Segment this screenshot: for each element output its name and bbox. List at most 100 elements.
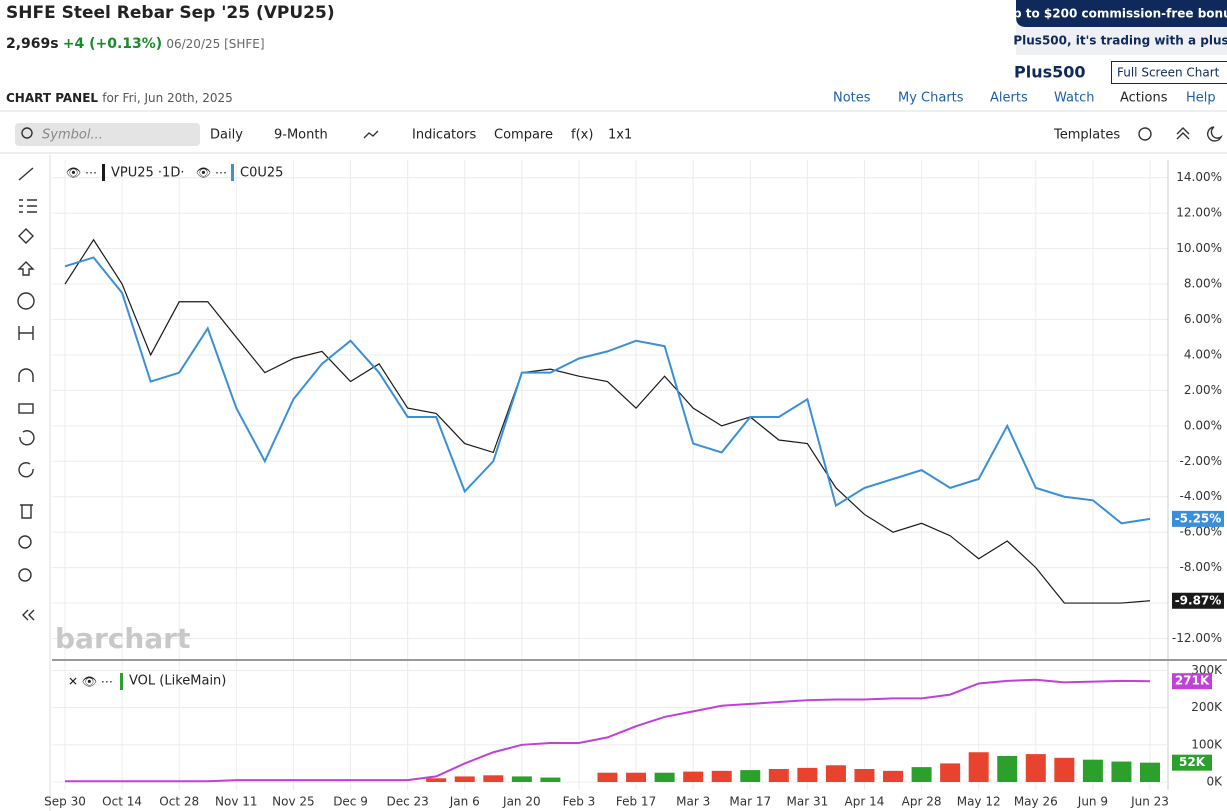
series-line [64, 238, 1151, 604]
volume-bar [911, 767, 932, 782]
tool-arrow[interactable] [17, 261, 35, 276]
promo-tagline: Plus500, it's trading with a plus [1013, 34, 1227, 48]
last-value-box [1172, 592, 1224, 609]
volume-title[interactable]: VOL (LikeMain) [129, 674, 226, 689]
price: 2,969s [6, 36, 59, 52]
y-tick-label: -8.00% [1180, 560, 1222, 574]
fullscreen-button[interactable] [1111, 61, 1227, 84]
tool-note[interactable] [17, 292, 35, 310]
x-tick-label: May 26 [1014, 795, 1058, 809]
title: SHFE Steel Rebar Sep '25 (VPU25) [6, 3, 335, 23]
toolbar-item[interactable]: f(x) [571, 128, 593, 143]
toolbar-item[interactable]: 9-Month [274, 128, 328, 143]
panel-links: Notes My Charts Alerts Watch Actions Help [833, 91, 1216, 106]
tool-delete[interactable] [20, 504, 33, 519]
y-tick-label: 200K [1191, 700, 1223, 714]
x-tick-label: Jun 23 [1130, 795, 1169, 809]
x-tick-label: Mar 3 [676, 795, 710, 809]
search-box[interactable] [15, 123, 200, 146]
search-icon [21, 127, 33, 139]
panel-link[interactable]: My Charts [898, 91, 964, 106]
x-tick-label: May 12 [957, 795, 1001, 809]
tool-lock[interactable] [18, 403, 34, 414]
volume-bar [1025, 754, 1046, 782]
tool-measure[interactable] [18, 326, 34, 340]
volume-bar [883, 770, 904, 782]
legend-eye: 👁 ⋯ [66, 166, 97, 180]
panel-link[interactable]: Watch [1054, 91, 1094, 106]
last-value-label: 271K [1175, 674, 1210, 688]
logo: Plus500 [1014, 63, 1086, 82]
tool-magnet[interactable] [18, 368, 34, 382]
legend-entry[interactable]: C0U25 [240, 166, 283, 181]
panel-link[interactable]: Alerts [990, 91, 1028, 106]
last-value-label: -5.25% [1175, 511, 1222, 525]
search-placeholder: Symbol... [42, 128, 103, 143]
x-tick-label: Oct 28 [159, 795, 199, 809]
templates[interactable]: Templates [1053, 128, 1120, 143]
panel-link[interactable]: Actions [1120, 91, 1168, 106]
toolbar-item[interactable]: Indicators [412, 128, 476, 143]
y-tick-label: 8.00% [1184, 277, 1222, 291]
x-tick-label: Mar 31 [787, 795, 829, 809]
legend-entry[interactable]: VPU25 ·1D· [111, 166, 184, 181]
volume-bar [968, 752, 989, 782]
panel-link[interactable]: Help [1186, 91, 1216, 106]
volume-line [65, 678, 1151, 783]
panel-line: CHART PANEL for Fri, Jun 20th, 2025 [6, 91, 233, 106]
volume-bar [711, 770, 732, 782]
volume-bar [1054, 757, 1075, 782]
x-tick-label: Jun 9 [1077, 795, 1108, 809]
tool-collapse[interactable] [22, 609, 35, 621]
panel-link[interactable]: Notes [833, 91, 871, 106]
toolbar-item[interactable]: 1x1 [608, 128, 632, 143]
x-tick-label: Nov 25 [272, 795, 315, 809]
settings-icon[interactable] [1138, 127, 1152, 141]
x-tick-label: Mar 17 [729, 795, 771, 809]
toolbar-item[interactable]: Compare [494, 128, 553, 143]
plot: Sep 30 Oct 14 Oct 28 Nov 11 Nov 25 Dec 9 Dec 2… [44, 160, 1227, 809]
y-tick-label: -4.00% [1180, 489, 1222, 503]
promo-banner [1016, 0, 1227, 27]
tool-line[interactable] [18, 167, 34, 181]
tool-zoom-in[interactable] [18, 535, 32, 549]
x-tick-label: Oct 14 [102, 795, 142, 809]
y-tick-label: 14.00% [1176, 170, 1222, 184]
watermark: barchart [55, 622, 190, 655]
tool-fib[interactable] [19, 199, 37, 213]
tool-undo[interactable] [19, 430, 35, 446]
volume-bar [597, 772, 618, 782]
volume-bar [511, 776, 532, 782]
y-tick-label: 4.00% [1184, 347, 1222, 361]
y-tick-label: 6.00% [1184, 312, 1222, 326]
last-value-box [1172, 510, 1224, 527]
x-tick-label: Jan 20 [502, 795, 541, 809]
collapse-icon[interactable] [1176, 127, 1190, 140]
legend-swatch [231, 164, 234, 181]
y-tick-label: 0.00% [1184, 418, 1222, 432]
volume-bar [1140, 762, 1160, 782]
promo-headline: Up to $200 commission-free bonus [1003, 7, 1227, 21]
x-tick-label: Apr 28 [902, 795, 942, 809]
tool-zoom-out[interactable] [18, 568, 32, 582]
volume-bar [940, 763, 961, 782]
legend-eye: 👁 ⋯ [196, 166, 227, 180]
tool-redo[interactable] [18, 462, 34, 478]
legend-swatch [120, 673, 123, 690]
y-tick-label: 2.00% [1184, 383, 1222, 397]
volume-bar [540, 777, 561, 782]
toolbar-item[interactable]: Daily [210, 128, 243, 143]
y-tick-label: 12.00% [1176, 206, 1222, 220]
quote-line: 2,969s +4 (+0.13%) 06/20/25 [SHFE] [6, 36, 265, 52]
x-tick-label: Nov 11 [215, 795, 258, 809]
y-tick-label: 10.00% [1176, 241, 1222, 255]
chart-type-icon[interactable] [363, 130, 379, 139]
y-tick-label: -12.00% [1172, 631, 1222, 645]
volume-bar [768, 768, 789, 782]
volume-bar [683, 771, 704, 782]
theme-icon[interactable] [1206, 126, 1223, 142]
tool-shape[interactable] [18, 228, 34, 244]
change: +4 (+0.13%) [63, 36, 162, 52]
